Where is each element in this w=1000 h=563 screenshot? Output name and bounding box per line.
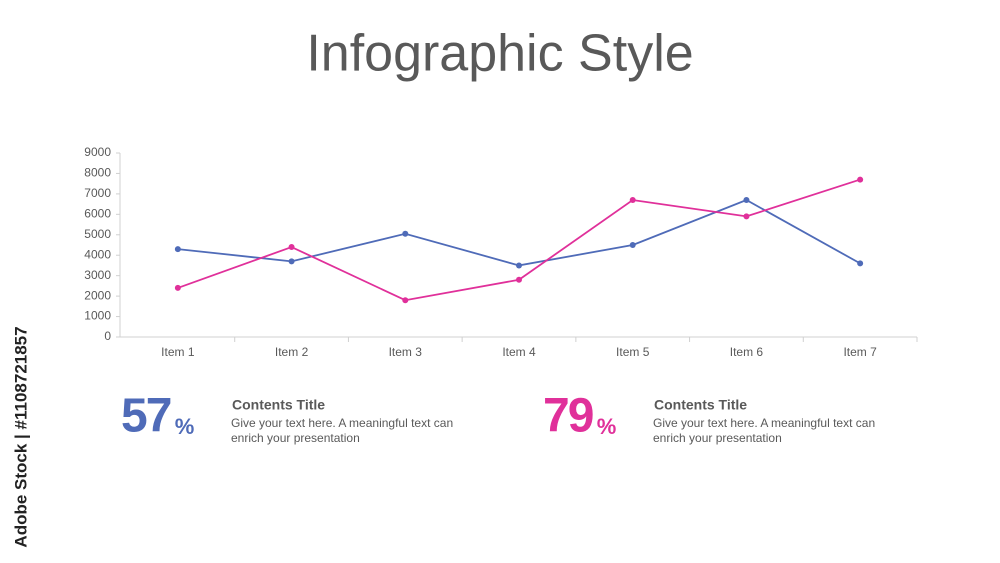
x-tick-label: Item 5	[616, 345, 650, 359]
point	[174, 246, 181, 253]
stat-text: enrich your presentation	[653, 431, 782, 445]
y-tick-label: 3000	[84, 268, 111, 282]
y-tick-label: 9000	[84, 145, 111, 159]
line	[177, 199, 861, 267]
point	[629, 242, 636, 248]
stat-text: Give your text here. A meaningful text c…	[231, 416, 453, 430]
point	[743, 197, 750, 204]
point	[629, 197, 636, 204]
point	[288, 258, 295, 265]
x-tick-label: Item 6	[730, 345, 764, 359]
x-tick-label: Item 2	[275, 345, 309, 359]
y-tick-label: 5000	[84, 227, 111, 241]
stat-title: Contents Title	[654, 397, 747, 413]
watermark: Adobe Stock | #1108721857	[11, 326, 30, 547]
x-tick-label: Item 1	[161, 345, 195, 359]
stat-value: 79	[543, 390, 593, 443]
stat-text: Give your text here. A meaningful text c…	[653, 416, 875, 430]
y-tick-label: 8000	[84, 166, 111, 180]
y-tick-label: 7000	[84, 186, 111, 200]
point	[402, 230, 409, 237]
stat-unit: %	[175, 414, 195, 439]
y-tick-label: 1000	[84, 309, 111, 323]
point	[857, 260, 864, 267]
y-tick-label: 0	[104, 329, 111, 343]
y-tick-label: 6000	[84, 207, 111, 221]
point	[516, 262, 522, 269]
y-tick-label: 4000	[84, 247, 111, 261]
point	[174, 284, 181, 291]
point	[402, 297, 409, 304]
x-tick-label: Item 4	[502, 345, 536, 359]
x-tick-label: Item 7	[843, 345, 877, 359]
point	[857, 176, 864, 183]
stat-value: 57	[121, 390, 171, 443]
stat-text: enrich your presentation	[231, 431, 360, 445]
point	[743, 213, 750, 220]
point	[288, 244, 295, 251]
y-tick-label: 2000	[84, 288, 111, 302]
stat-title: Contents Title	[232, 397, 325, 413]
stat-unit: %	[597, 414, 617, 439]
x-tick-label: Item 3	[389, 345, 423, 359]
chart-title: Infographic Style	[306, 25, 693, 83]
point	[516, 276, 522, 283]
